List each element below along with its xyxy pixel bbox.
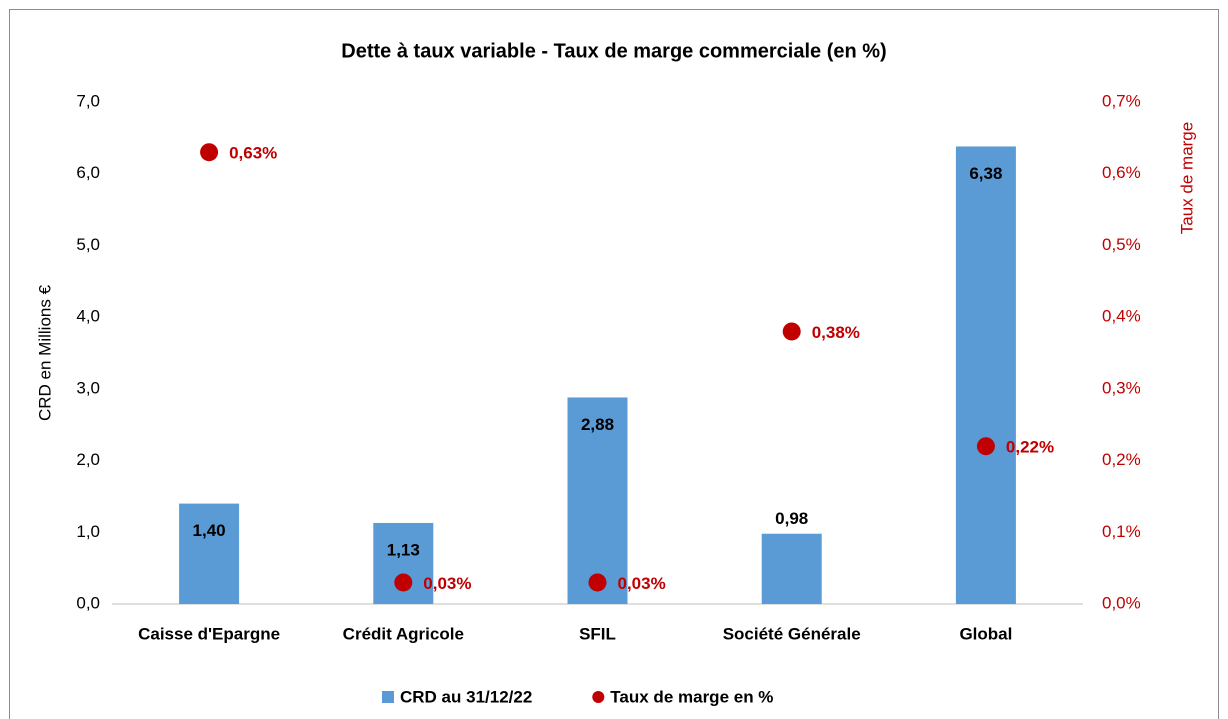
x-tick-label: SFIL [579, 624, 616, 643]
x-tick-label: Société Générale [723, 624, 861, 643]
legend-label: Taux de marge en % [610, 687, 773, 706]
y-tick-label: 7,0 [76, 91, 100, 110]
y-axis-title: CRD en Millions € [35, 284, 54, 421]
bar-value-label: 0,98 [775, 509, 808, 528]
y-tick-label: 4,0 [76, 307, 100, 326]
y2-tick-label: 0,1% [1102, 522, 1141, 541]
y-tick-label: 0,0 [76, 593, 100, 612]
y2-axis-title: Taux de marge [1177, 122, 1196, 234]
point-value-label: 0,03% [423, 574, 471, 593]
point [588, 573, 607, 592]
point-value-label: 0,63% [229, 144, 277, 163]
y2-tick-label: 0,5% [1102, 235, 1141, 254]
legend-swatch [592, 691, 605, 703]
point-value-label: 0,03% [618, 574, 666, 593]
bar-value-label: 1,13 [387, 540, 420, 559]
point [394, 573, 413, 592]
point [976, 437, 995, 456]
point [782, 322, 801, 341]
bar-value-label: 2,88 [581, 415, 614, 434]
y-tick-label: 5,0 [76, 235, 100, 254]
legend-label: CRD au 31/12/22 [400, 687, 532, 706]
y-tick-label: 3,0 [76, 378, 100, 397]
y-tick-label: 1,0 [76, 522, 100, 541]
y-tick-label: 2,0 [76, 450, 100, 469]
bar [179, 503, 240, 604]
bar-value-label: 1,40 [193, 521, 226, 540]
point-value-label: 0,38% [812, 323, 860, 342]
y2-tick-label: 0,3% [1102, 378, 1141, 397]
bar [567, 397, 628, 604]
point [200, 143, 219, 162]
point-value-label: 0,22% [1006, 438, 1054, 457]
y2-tick-label: 0,6% [1102, 163, 1141, 182]
x-tick-label: Crédit Agricole [343, 624, 464, 643]
x-tick-label: Caisse d'Epargne [138, 624, 280, 643]
chart-title: Dette à taux variable - Taux de marge co… [341, 40, 886, 62]
bar [761, 533, 822, 604]
y2-tick-label: 0,4% [1102, 307, 1141, 326]
chart-frame [9, 9, 1219, 719]
bar-value-label: 6,38 [969, 164, 1002, 183]
bar [955, 146, 1016, 604]
legend-swatch [382, 691, 394, 703]
x-tick-label: Global [959, 624, 1012, 643]
y-tick-label: 6,0 [76, 163, 100, 182]
y2-tick-label: 0,7% [1102, 91, 1141, 110]
y2-tick-label: 0,2% [1102, 450, 1141, 469]
y2-tick-label: 0,0% [1102, 593, 1141, 612]
